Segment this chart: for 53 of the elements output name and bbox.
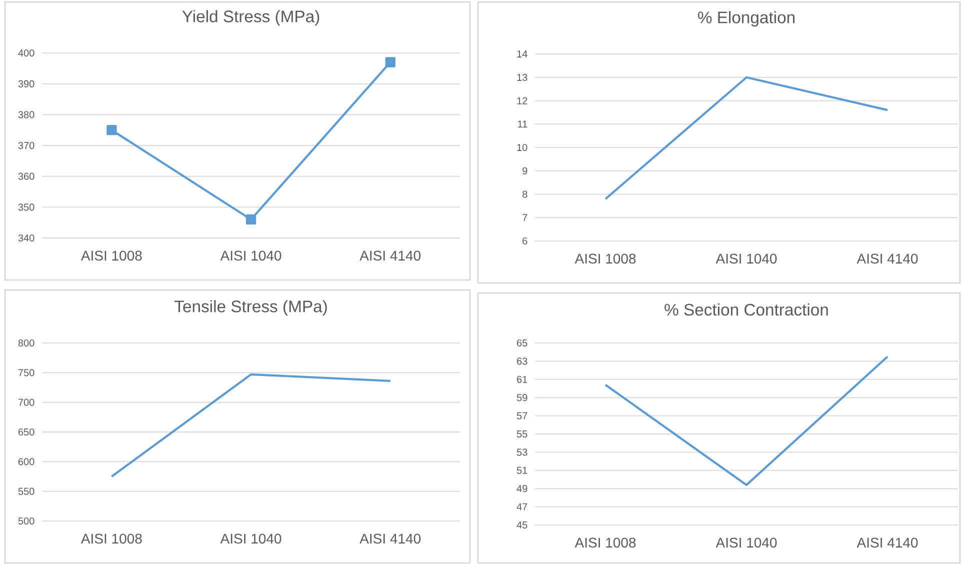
y-tick-label: 600 <box>18 458 34 466</box>
point <box>385 57 396 68</box>
x-tick-label: AISI 4140 <box>360 250 421 261</box>
y-tick-label: 13 <box>517 74 528 81</box>
x-tick-label: AISI 1040 <box>716 538 777 548</box>
y-tick-label: 9 <box>522 167 528 174</box>
y-tick-label: 340 <box>18 234 34 242</box>
chart-title: % Section Contraction <box>664 303 828 316</box>
y-tick-label: 350 <box>18 204 34 211</box>
chart-title: Yield Stress (MPa) <box>182 10 320 26</box>
y-tick-label: 11 <box>518 120 528 128</box>
y-tick-label: 700 <box>18 398 34 406</box>
y-tick-label: 390 <box>18 80 34 88</box>
y-tick-label: 57 <box>516 412 528 420</box>
y-tick-label: 51 <box>516 466 528 474</box>
y-tick-label: 12 <box>517 97 528 104</box>
y-tick-label: 550 <box>18 488 34 495</box>
y-tick-label: 7 <box>522 214 528 222</box>
y-tick-label: 380 <box>18 111 34 118</box>
y-tick-label: 500 <box>18 517 34 525</box>
x-tick-label: AISI 1008 <box>574 538 636 548</box>
x-tick-label: AISI 4140 <box>360 534 421 544</box>
x-tick-label: AISI 4140 <box>856 254 918 264</box>
y-tick-label: 53 <box>516 448 528 456</box>
x-tick-label: AISI 1040 <box>716 254 777 264</box>
y-tick-label: 800 <box>18 339 34 347</box>
x-tick-label: AISI 1040 <box>220 250 282 261</box>
y-tick-label: 750 <box>18 369 34 376</box>
point <box>106 125 117 136</box>
y-tick-label: 61 <box>517 376 528 383</box>
y-tick-label: 400 <box>18 49 34 57</box>
y-tick-label: 49 <box>516 485 528 492</box>
point <box>246 214 256 225</box>
y-tick-label: 47 <box>516 503 528 510</box>
x-tick-label: AISI 1040 <box>220 534 282 544</box>
y-tick-label: 14 <box>517 50 528 58</box>
y-tick-label: 55 <box>516 430 528 438</box>
y-tick-label: 45 <box>516 522 528 528</box>
y-tick-label: 370 <box>18 142 34 150</box>
chart-title: Tensile Stress (MPa) <box>174 300 327 316</box>
y-tick-label: 8 <box>522 190 528 198</box>
y-tick-label: 63 <box>517 358 528 365</box>
y-tick-label: 65 <box>517 339 528 347</box>
x-tick-label: AISI 1008 <box>80 250 142 261</box>
x-tick-label: AISI 1008 <box>574 254 636 264</box>
x-tick-label: AISI 1008 <box>80 534 142 544</box>
y-tick-label: 59 <box>516 394 528 402</box>
y-tick-label: 360 <box>18 172 34 180</box>
x-tick-label: AISI 4140 <box>856 538 918 548</box>
y-tick-label: 650 <box>18 428 34 436</box>
y-tick-label: 10 <box>517 144 528 152</box>
y-tick-label: 6 <box>522 237 528 245</box>
chart-title: % Elongation <box>698 11 794 27</box>
